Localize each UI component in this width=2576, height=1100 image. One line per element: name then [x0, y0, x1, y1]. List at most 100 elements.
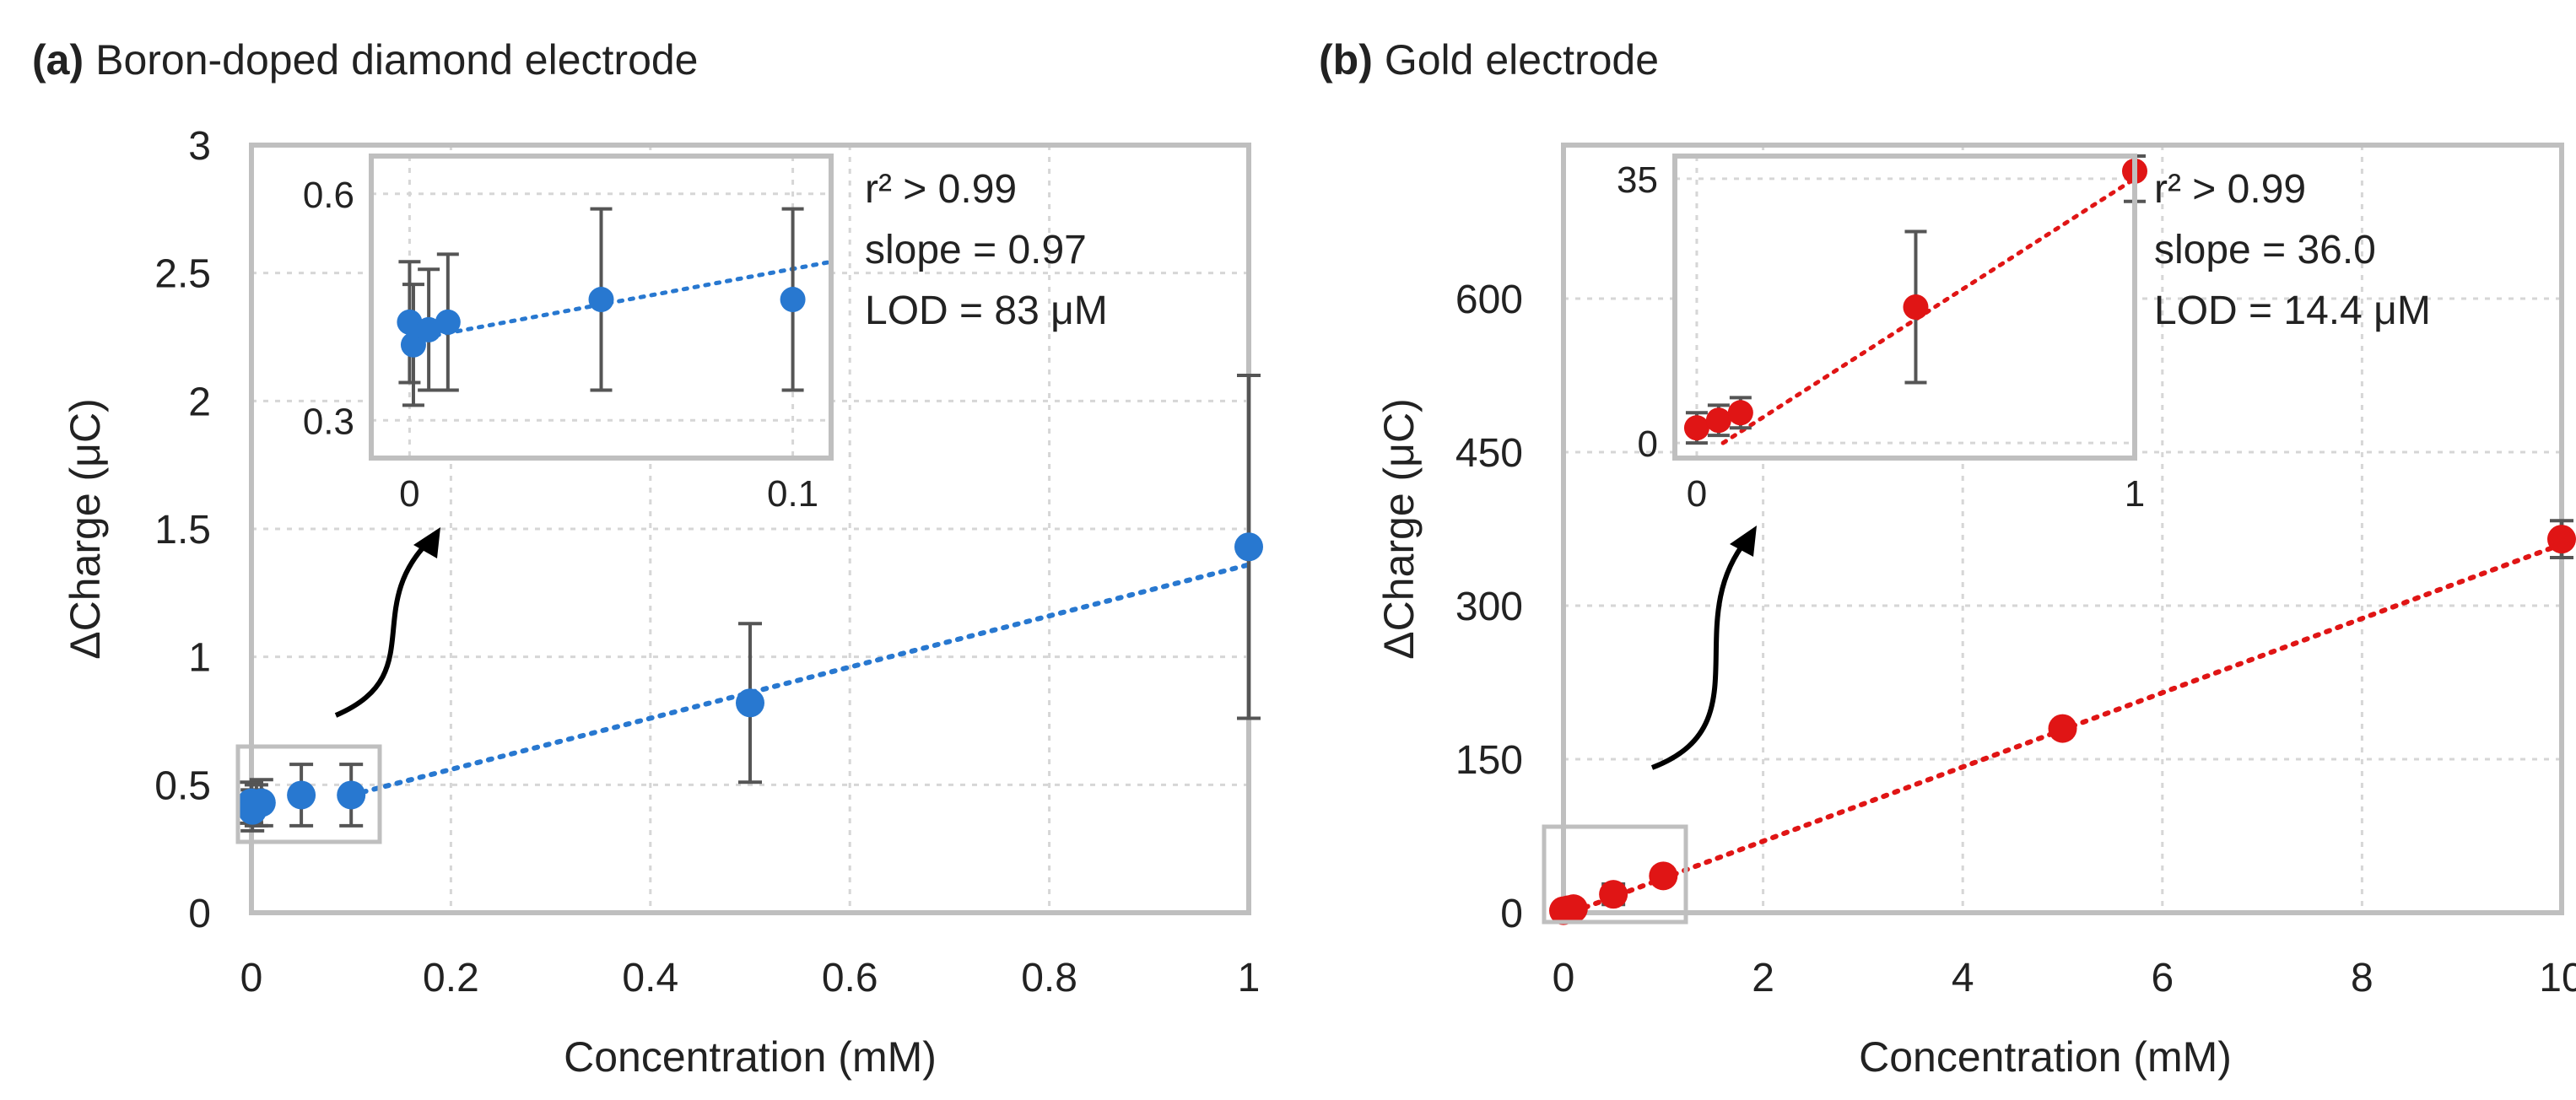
y-tick-label: 0	[1500, 892, 1523, 936]
panel-a-stats: r² > 0.99 slope = 0.97 LOD = 83 μM	[865, 167, 1108, 333]
panel-b-tag: (b)	[1319, 36, 1373, 84]
panel-a-inset-y-tick-labels: 0.6 0.3	[303, 175, 354, 443]
inset-data-point	[1727, 400, 1753, 426]
data-point	[1599, 880, 1628, 909]
panel-a-title: (a) Boron-doped diamond electrode	[32, 36, 699, 84]
y-tick-label: 1.5	[154, 508, 211, 553]
x-tick-label: 2	[1752, 956, 1774, 1000]
data-point	[337, 780, 366, 810]
panel-a-x-axis-title: Concentration (mM)	[564, 1033, 937, 1081]
panel-a-x-tick-labels: 0 0.2 0.4 0.6 0.8 1	[240, 956, 1261, 1000]
x-tick-label: 0	[1553, 956, 1575, 1000]
inset-y-tick-label: 0.6	[303, 175, 354, 216]
data-point	[2048, 714, 2077, 743]
y-tick-label: 0	[188, 892, 211, 936]
panel-a-r2: r² > 0.99	[865, 167, 1017, 212]
panel-a-tag: (a)	[32, 36, 84, 84]
data-point	[287, 780, 316, 810]
inset-x-tick-label: 0	[1687, 473, 1707, 515]
panel-b-r2: r² > 0.99	[2154, 167, 2306, 212]
panel-a-inset-x-tick-labels: 0 0.1	[399, 473, 818, 515]
x-tick-label: 1	[1238, 956, 1261, 1000]
panel-a-zoom-box	[235, 744, 382, 844]
x-tick-label: 0.2	[423, 956, 479, 1000]
panel-b-title-text: Gold electrode	[1385, 36, 1659, 84]
inset-x-tick-label: 0.1	[767, 473, 818, 515]
panel-b-inset-fit-line	[1720, 176, 2137, 445]
data-point	[736, 688, 764, 718]
data-point	[1558, 894, 1588, 924]
x-tick-label: 8	[2351, 956, 2373, 1000]
fit-line	[348, 562, 1251, 798]
panel-a-inset-data-points	[397, 287, 806, 358]
inset-y-tick-label: 0	[1638, 423, 1658, 465]
y-tick-label: 300	[1455, 585, 1523, 629]
x-tick-label: 0.4	[622, 956, 678, 1000]
y-tick-label: 600	[1455, 278, 1523, 322]
panel-a-slope: slope = 0.97	[865, 228, 1087, 272]
panel-b-lod: LOD = 14.4 μM	[2154, 288, 2431, 333]
inset-data-point	[397, 309, 423, 335]
y-tick-label: 150	[1455, 738, 1523, 783]
panel-a-data-points	[237, 532, 1263, 825]
panel-b-zoom-arrowhead	[1730, 526, 1757, 557]
data-point	[1649, 861, 1678, 891]
x-tick-label: 10	[2539, 956, 2576, 1000]
panel-a-lod: LOD = 83 μM	[865, 288, 1108, 333]
panel-b-inset-frame	[1672, 154, 2137, 461]
x-tick-label: 0.6	[822, 956, 878, 1000]
panel-b-data-points	[1549, 525, 2576, 925]
panel-a-inset-fit-line	[423, 259, 834, 340]
inset-x-tick-label: 0	[399, 473, 419, 515]
inset-fit-line	[423, 259, 834, 340]
y-tick-label: 2.5	[154, 252, 211, 297]
data-point	[246, 788, 276, 817]
panel-b-title: (b) Gold electrode	[1319, 36, 1659, 84]
panel-b-x-tick-labels: 0 2 4 6 8 10	[1553, 956, 2576, 1000]
inset-data-point	[588, 287, 614, 313]
panel-a-title-text: Boron-doped diamond electrode	[95, 36, 698, 84]
panel-a-zoom-arrowhead	[413, 527, 440, 558]
inset-data-point	[1683, 415, 1709, 441]
panel-b-y-axis-title: ΔCharge (μC)	[1375, 398, 1423, 660]
panel-a-zoom-arrow	[334, 537, 433, 718]
panel-b-x-axis-title: Concentration (mM)	[1859, 1033, 2232, 1081]
data-point	[1234, 532, 1263, 562]
panel-a-y-tick-labels: 0 0.5 1 1.5 2 2.5 3	[154, 124, 211, 936]
panel-b-fit-line	[1570, 542, 2564, 914]
x-tick-label: 6	[2151, 956, 2174, 1000]
fit-line	[1570, 542, 2564, 914]
panel-a-inset-gridlines	[371, 156, 831, 458]
panel-a-inset-frame	[369, 154, 834, 461]
panel-b-zoom-box	[1542, 824, 1688, 925]
y-tick-label: 1	[188, 636, 211, 681]
x-tick-label: 0	[240, 956, 263, 1000]
inset-fit-line	[1720, 176, 2137, 445]
panel-b-stats: r² > 0.99 slope = 36.0 LOD = 14.4 μM	[2154, 167, 2431, 333]
panel-a: (a) Boron-doped diamond electrode 0 0.5 1 1.…	[32, 36, 1263, 1081]
y-tick-label: 0.5	[154, 763, 211, 808]
inset-x-tick-label: 1	[2125, 473, 2145, 515]
panel-b-inset-y-tick-labels: 35 0	[1617, 159, 1658, 465]
data-point	[2547, 525, 2576, 554]
panel-a-fit-line	[348, 562, 1251, 798]
panel-b-y-tick-labels: 0 150 300 450 600	[1455, 278, 1523, 936]
panel-a-inset: 0.60.3 0 0.1	[303, 154, 834, 515]
y-tick-label: 2	[188, 380, 211, 424]
inset-data-point	[435, 309, 461, 335]
inset-y-tick-label: 0.3	[303, 401, 354, 442]
inset-data-point	[1903, 294, 1929, 320]
panel-b-zoom-arrow	[1650, 538, 1749, 770]
y-tick-label: 450	[1455, 431, 1523, 476]
inset-y-tick-label: 35	[1617, 159, 1658, 201]
y-tick-label: 3	[188, 124, 211, 169]
panel-a-y-axis-title: ΔCharge (μC)	[62, 398, 109, 660]
inset-data-point	[780, 287, 806, 313]
panel-b-slope: slope = 36.0	[2154, 228, 2376, 272]
x-tick-label: 0.8	[1021, 956, 1077, 1000]
x-tick-label: 4	[1952, 956, 1974, 1000]
